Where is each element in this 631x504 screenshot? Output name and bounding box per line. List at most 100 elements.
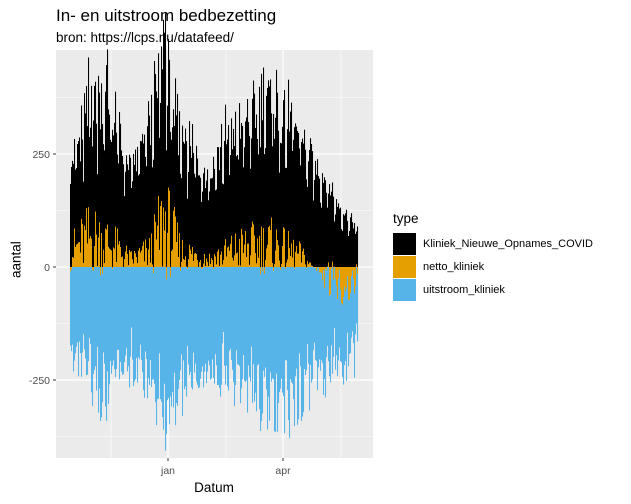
bar-netto — [227, 247, 229, 267]
bar-kliniek — [318, 176, 320, 267]
bar-kliniek — [342, 230, 344, 267]
bar-uitstroom — [100, 275, 102, 422]
bar-netto — [320, 267, 322, 273]
bar-uitstroom — [83, 267, 85, 335]
legend-label: netto_kliniek — [423, 260, 485, 273]
bar-uitstroom — [207, 267, 209, 372]
bar-uitstroom — [114, 267, 116, 370]
bar-uitstroom — [297, 267, 299, 425]
bar-netto — [333, 267, 335, 280]
bar-netto — [307, 261, 309, 267]
bar-uitstroom — [277, 267, 279, 432]
bar-kliniek — [276, 69, 278, 230]
bar-kliniek — [222, 183, 224, 265]
bar-uitstroom — [225, 267, 227, 385]
bar-uitstroom — [270, 267, 272, 373]
bar-netto — [159, 249, 161, 267]
bar-kliniek — [183, 141, 185, 260]
bar-netto — [305, 264, 307, 267]
bar-uitstroom — [241, 267, 243, 389]
bar-kliniek — [78, 141, 80, 243]
bar-uitstroom — [165, 267, 167, 451]
bar-kliniek — [240, 138, 242, 266]
bar-kliniek — [125, 171, 127, 252]
bar-uitstroom — [150, 267, 152, 361]
bar-kliniek — [231, 118, 233, 236]
bar-kliniek — [88, 57, 90, 208]
bar-netto — [113, 247, 115, 267]
bar-kliniek — [351, 213, 353, 267]
bar-kliniek — [324, 177, 326, 267]
bar-netto — [260, 267, 262, 275]
bar-kliniek — [116, 132, 118, 263]
bar-netto — [285, 267, 287, 269]
bar-uitstroom — [110, 267, 112, 361]
bar-netto — [71, 267, 73, 270]
bar-uitstroom — [306, 267, 308, 371]
bar-uitstroom — [123, 267, 125, 374]
bar-netto — [356, 264, 358, 267]
bar-uitstroom — [216, 267, 218, 366]
bar-netto — [290, 256, 292, 267]
bar-kliniek — [166, 150, 168, 267]
bar-netto — [256, 263, 258, 267]
bar-uitstroom — [170, 276, 172, 397]
bar-kliniek — [133, 153, 135, 264]
bar-uitstroom — [105, 267, 107, 407]
bar-kliniek — [198, 175, 200, 267]
bar-netto — [220, 254, 222, 267]
bar-kliniek — [285, 167, 287, 267]
bar-uitstroom — [128, 267, 130, 367]
bar-uitstroom — [283, 267, 285, 397]
bar-kliniek — [357, 226, 359, 267]
bar-kliniek — [136, 171, 138, 258]
bar-netto — [339, 267, 341, 271]
bar-netto — [219, 266, 221, 267]
bar-uitstroom — [325, 268, 327, 398]
bar-netto — [156, 239, 158, 267]
bar-netto — [268, 227, 270, 267]
bar-kliniek — [303, 143, 305, 249]
bar-uitstroom — [192, 267, 194, 390]
bar-netto — [171, 250, 173, 267]
bar-netto — [216, 264, 218, 267]
bar-uitstroom — [129, 267, 131, 388]
bar-netto — [348, 267, 350, 300]
bar-netto — [211, 258, 213, 267]
bar-netto — [105, 228, 107, 267]
bar-kliniek — [245, 121, 247, 232]
bar-netto — [229, 250, 231, 267]
bar-uitstroom — [327, 267, 329, 346]
bar-kliniek — [180, 173, 182, 267]
bar-netto — [225, 239, 227, 267]
bar-netto — [94, 246, 96, 267]
bar-netto — [331, 267, 333, 269]
bar-kliniek — [144, 134, 146, 262]
bar-kliniek — [310, 138, 312, 263]
bar-uitstroom — [125, 267, 127, 356]
bar-kliniek — [203, 173, 205, 264]
bar-netto — [230, 243, 232, 267]
bar-netto — [86, 208, 88, 267]
bar-kliniek — [168, 39, 170, 188]
bar-uitstroom — [144, 267, 146, 398]
bar-uitstroom — [116, 267, 118, 369]
bar-kliniek — [327, 207, 329, 267]
legend-swatch-netto — [393, 255, 416, 278]
bar-uitstroom — [201, 268, 203, 372]
bar-kliniek — [283, 100, 285, 228]
bar-netto — [173, 210, 175, 267]
bar-netto — [175, 216, 177, 267]
bar-uitstroom — [339, 270, 341, 348]
bar-uitstroom — [257, 267, 259, 366]
bar-kliniek — [157, 98, 159, 226]
x-axis-label: Datum — [194, 480, 234, 495]
bar-kliniek — [150, 145, 152, 263]
bar-uitstroom — [155, 267, 157, 403]
bar-kliniek — [268, 80, 270, 228]
bar-uitstroom — [153, 273, 155, 380]
bar-kliniek — [184, 143, 186, 261]
bar-kliniek — [335, 214, 337, 267]
bar-kliniek — [172, 127, 174, 250]
bar-kliniek — [289, 131, 291, 249]
